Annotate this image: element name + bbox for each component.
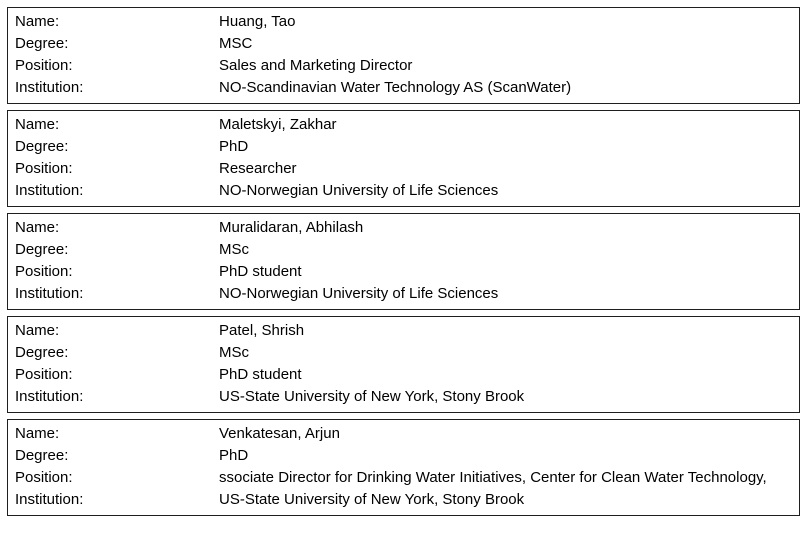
degree-row: Degree: MSc [15, 342, 791, 364]
institution-label: Institution: [15, 79, 84, 96]
person-institution: US-State University of New York, Stony B… [219, 491, 525, 508]
degree-label: Degree: [15, 138, 69, 155]
degree-row: Degree: PhD [15, 136, 791, 158]
name-row: Name: Patel, Shrish [15, 320, 791, 342]
position-row: Position: PhD student [15, 261, 791, 283]
institution-label: Institution: [15, 182, 84, 199]
degree-label: Degree: [15, 344, 69, 361]
degree-label: Degree: [15, 447, 69, 464]
position-row: Position: PhD student [15, 364, 791, 386]
person-institution: US-State University of New York, Stony B… [219, 388, 525, 405]
person-institution: NO-Norwegian University of Life Sciences [219, 182, 499, 199]
position-label: Position: [15, 469, 73, 486]
position-label: Position: [15, 160, 73, 177]
institution-row: Institution: US-State University of New … [15, 386, 791, 408]
name-row: Name: Maletskyi, Zakhar [15, 114, 791, 136]
person-name: Huang, Tao [219, 13, 296, 30]
name-label: Name: [15, 116, 60, 133]
person-position: PhD student [219, 366, 302, 383]
degree-row: Degree: MSC [15, 33, 791, 55]
person-name: Venkatesan, Arjun [219, 425, 340, 442]
person-name: Patel, Shrish [219, 322, 305, 339]
person-institution: NO-Norwegian University of Life Sciences [219, 285, 499, 302]
person-degree: PhD [219, 447, 249, 464]
person-institution: NO-Scandinavian Water Technology AS (Sca… [219, 79, 572, 96]
institution-row: Institution: NO-Scandinavian Water Techn… [15, 77, 791, 99]
institution-label: Institution: [15, 285, 84, 302]
position-label: Position: [15, 57, 73, 74]
name-label: Name: [15, 219, 60, 236]
person-card: Name: Huang, Tao Degree: MSC Position: S… [7, 7, 800, 104]
name-row: Name: Muralidaran, Abhilash [15, 217, 791, 239]
name-row: Name: Venkatesan, Arjun [15, 423, 791, 445]
person-degree: PhD [219, 138, 249, 155]
person-card: Name: Venkatesan, Arjun Degree: PhD Posi… [7, 419, 800, 516]
position-label: Position: [15, 366, 73, 383]
position-row: Position: Sales and Marketing Director [15, 55, 791, 77]
person-card: Name: Patel, Shrish Degree: MSc Position… [7, 316, 800, 413]
position-row: Position: Researcher [15, 158, 791, 180]
degree-label: Degree: [15, 241, 69, 258]
degree-row: Degree: PhD [15, 445, 791, 467]
person-name: Muralidaran, Abhilash [219, 219, 364, 236]
name-row: Name: Huang, Tao [15, 11, 791, 33]
position-row: Position: ssociate Director for Drinking… [15, 467, 791, 489]
person-degree: MSc [219, 241, 249, 258]
degree-label: Degree: [15, 35, 69, 52]
person-degree: MSc [219, 344, 249, 361]
institution-label: Institution: [15, 491, 84, 508]
person-position: Sales and Marketing Director [219, 57, 413, 74]
institution-row: Institution: NO-Norwegian University of … [15, 283, 791, 305]
person-position: ssociate Director for Drinking Water Ini… [219, 469, 767, 486]
person-card: Name: Maletskyi, Zakhar Degree: PhD Posi… [7, 110, 800, 207]
institution-row: Institution: NO-Norwegian University of … [15, 180, 791, 202]
name-label: Name: [15, 425, 60, 442]
name-label: Name: [15, 13, 60, 30]
degree-row: Degree: MSc [15, 239, 791, 261]
name-label: Name: [15, 322, 60, 339]
person-position: Researcher [219, 160, 297, 177]
person-card: Name: Muralidaran, Abhilash Degree: MSc … [7, 213, 800, 310]
position-label: Position: [15, 263, 73, 280]
institution-row: Institution: US-State University of New … [15, 489, 791, 511]
institution-label: Institution: [15, 388, 84, 405]
person-degree: MSC [219, 35, 253, 52]
person-name: Maletskyi, Zakhar [219, 116, 337, 133]
person-position: PhD student [219, 263, 302, 280]
